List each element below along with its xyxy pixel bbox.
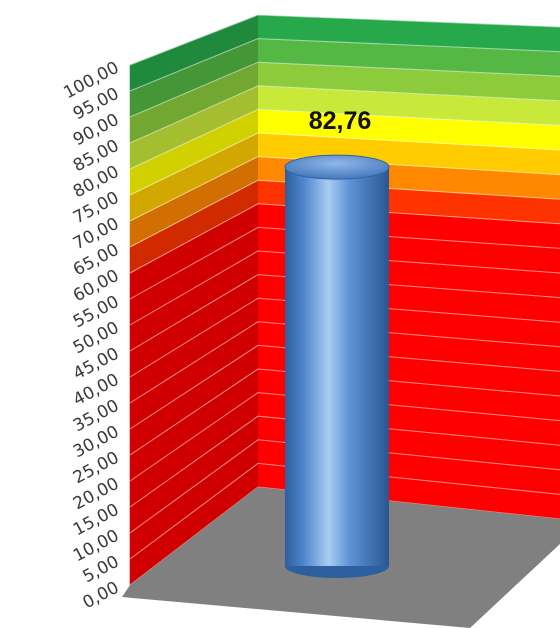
left-wall-shade (130, 15, 258, 585)
gridline (129, 156, 560, 222)
gridline (129, 85, 560, 144)
gridline (129, 415, 560, 508)
gridlines (129, 14, 560, 586)
gridline (129, 132, 560, 196)
gridline (129, 61, 560, 118)
gridline (129, 108, 560, 170)
gridline (129, 462, 560, 560)
bar-cap (284, 154, 390, 180)
gridline (129, 297, 560, 378)
gridline (129, 203, 560, 274)
data-label: 82,76 (309, 107, 372, 135)
gridline (129, 321, 560, 404)
bar (284, 154, 390, 578)
bar-body (285, 167, 389, 566)
data-labels: 82,76 (309, 107, 372, 135)
gridline (129, 14, 560, 66)
gridline (129, 250, 560, 326)
gridline (129, 439, 560, 534)
y-axis-tick-labels: 0,005,0010,0015,0020,0025,0030,0035,0040… (60, 58, 122, 613)
gridline (129, 368, 560, 456)
gridline (129, 344, 560, 430)
gridline (129, 226, 560, 300)
gridline (129, 274, 560, 352)
gridline (129, 392, 560, 482)
gridline (129, 38, 560, 92)
bars (284, 154, 390, 578)
gridline (129, 179, 560, 248)
